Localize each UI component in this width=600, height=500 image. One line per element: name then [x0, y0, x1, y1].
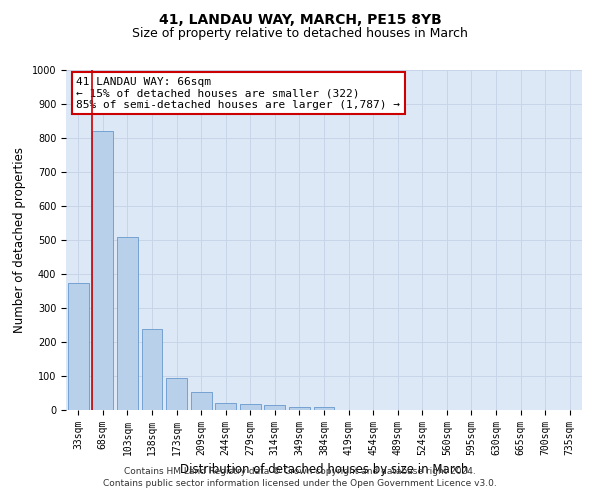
Bar [166, 378, 187, 410]
Bar [92, 131, 113, 410]
Bar [117, 236, 138, 410]
Bar [265, 405, 286, 410]
Bar [240, 404, 261, 410]
Bar [289, 406, 310, 410]
Bar [314, 408, 334, 410]
Text: Size of property relative to detached houses in March: Size of property relative to detached ho… [132, 28, 468, 40]
Text: 41, LANDAU WAY, MARCH, PE15 8YB: 41, LANDAU WAY, MARCH, PE15 8YB [158, 12, 442, 26]
Bar [142, 330, 163, 410]
X-axis label: Distribution of detached houses by size in March: Distribution of detached houses by size … [180, 464, 468, 476]
Bar [215, 402, 236, 410]
Bar [68, 282, 89, 410]
Text: Contains HM Land Registry data © Crown copyright and database right 2024.
Contai: Contains HM Land Registry data © Crown c… [103, 466, 497, 487]
Text: 41 LANDAU WAY: 66sqm
← 15% of detached houses are smaller (322)
85% of semi-deta: 41 LANDAU WAY: 66sqm ← 15% of detached h… [76, 77, 400, 110]
Bar [191, 392, 212, 410]
Y-axis label: Number of detached properties: Number of detached properties [13, 147, 26, 333]
